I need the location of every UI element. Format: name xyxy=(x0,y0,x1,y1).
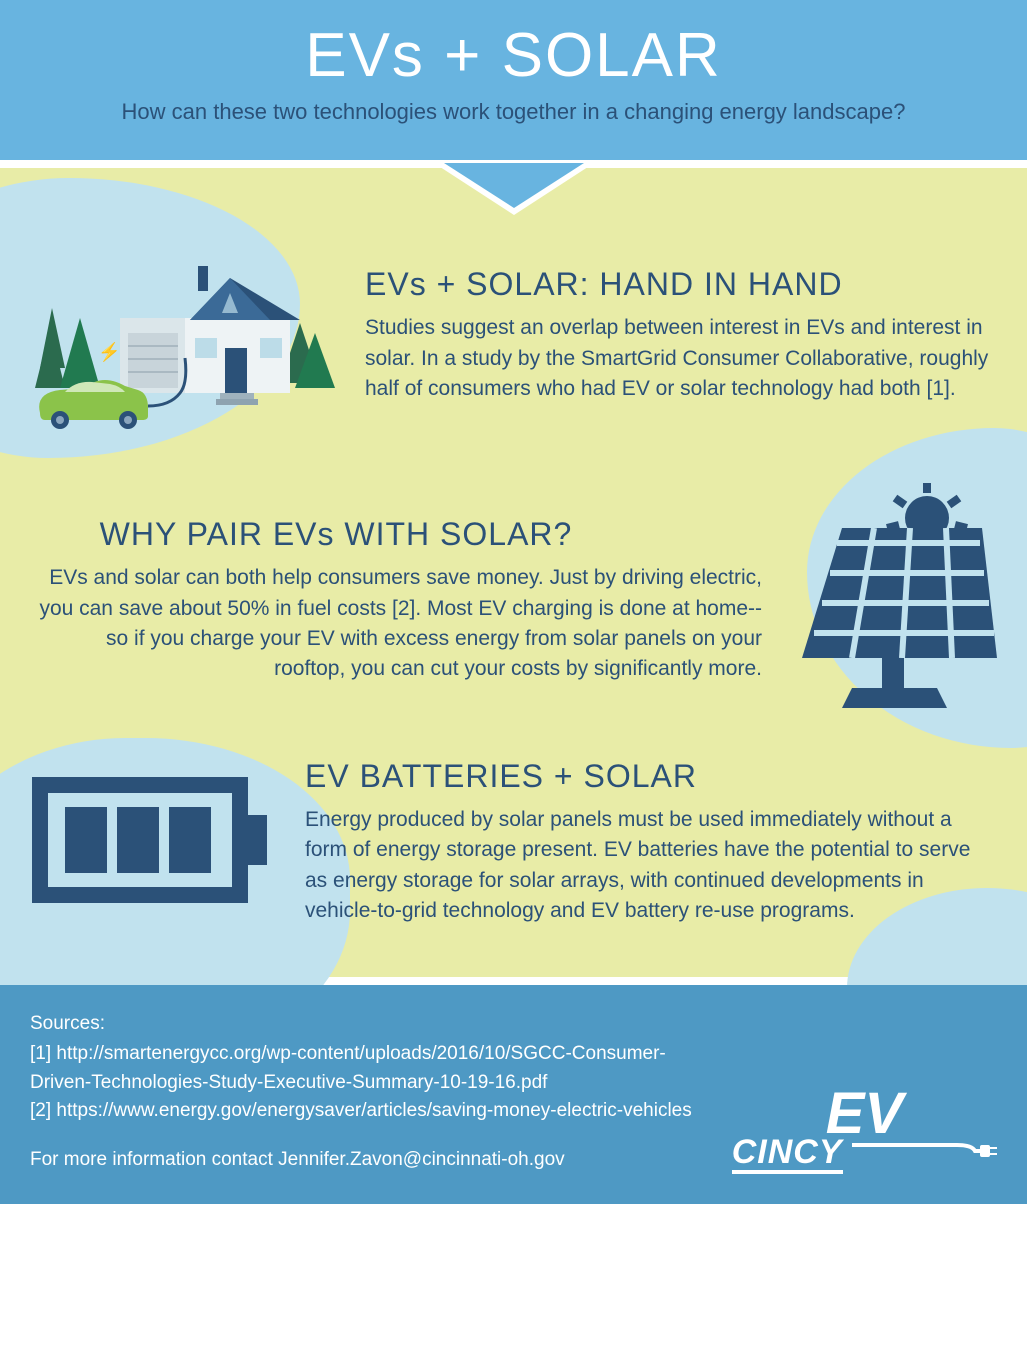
header: EVs + SOLAR How can these two technologi… xyxy=(0,0,1027,160)
section-body: Energy produced by solar panels must be … xyxy=(305,805,997,927)
section-body: EVs and solar can both help consumers sa… xyxy=(30,563,762,685)
logo-line-1: EV xyxy=(732,1089,997,1138)
section-why-pair: WHY PAIR EVs WITH SOLAR? EVs and solar c… xyxy=(0,463,1027,738)
page-title: EVs + SOLAR xyxy=(30,20,997,91)
section-batteries: EV BATTERIES + SOLAR Energy produced by … xyxy=(0,738,1027,947)
sources-heading: Sources: xyxy=(30,1010,712,1039)
svg-text:⚡: ⚡ xyxy=(98,341,120,363)
logo-line-2: CINCY xyxy=(732,1138,843,1174)
page-subtitle: How can these two technologies work toge… xyxy=(30,99,997,125)
plug-icon xyxy=(847,1137,997,1163)
section-heading: EV BATTERIES + SOLAR xyxy=(305,758,997,795)
section-body: Studies suggest an overlap between inter… xyxy=(365,313,997,404)
source-1: [1] http://smartenergycc.org/wp-content/… xyxy=(30,1040,712,1097)
solar-panel-icon xyxy=(787,483,997,718)
source-2: [2] https://www.energy.gov/energysaver/a… xyxy=(30,1097,712,1126)
section-heading: WHY PAIR EVs WITH SOLAR? xyxy=(0,516,762,553)
content-area: ⚡ EVs + SOLAR: HAND IN HAND xyxy=(0,168,1027,977)
battery-icon xyxy=(30,765,280,920)
contact-line: For more information contact Jennifer.Za… xyxy=(30,1146,712,1175)
footer: Sources: [1] http://smartenergycc.org/wp… xyxy=(0,985,1027,1205)
infographic-wrapper: EVs + SOLAR How can these two technologi… xyxy=(0,0,1027,1204)
section-hand-in-hand: ⚡ EVs + SOLAR: HAND IN HAND xyxy=(0,208,1027,463)
sources-block: Sources: [1] http://smartenergycc.org/wp… xyxy=(30,1010,712,1175)
section-heading: EVs + SOLAR: HAND IN HAND xyxy=(365,266,997,303)
ev-cincy-logo: EV CINCY xyxy=(732,1089,997,1174)
house-ev-icon: ⚡ xyxy=(30,228,340,443)
